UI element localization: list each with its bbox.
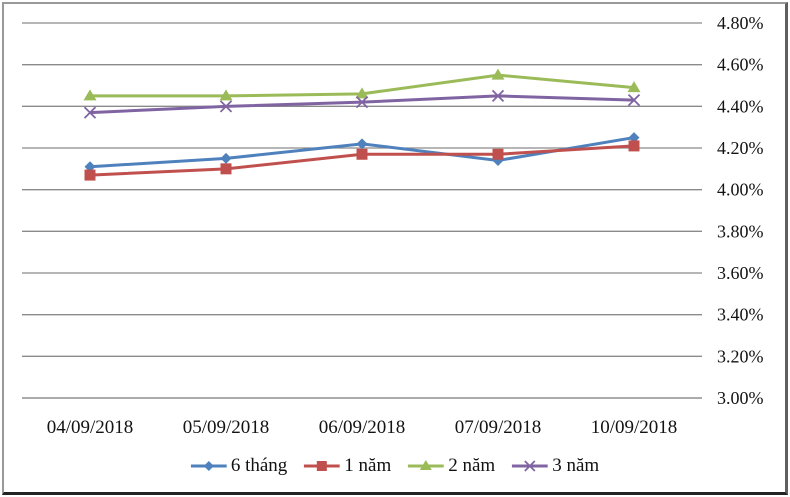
y-axis-label: 4.20%: [717, 138, 764, 158]
triangle-marker-icon: [627, 81, 641, 93]
triangle-marker-icon: [83, 89, 97, 101]
series-line-3: [89, 94, 635, 115]
diamond-marker-icon: [203, 460, 214, 471]
legend-label: 3 năm: [552, 455, 600, 476]
diamond-marker-icon: [628, 132, 640, 144]
x-axis-label: 10/09/2018: [591, 417, 678, 438]
y-axis-label: 3.60%: [717, 263, 764, 283]
legend-item-3: 3 năm: [512, 456, 599, 475]
legend-key-icon: [408, 459, 445, 470]
x-axis-label: 05/09/2018: [183, 417, 270, 438]
y-axis-label: 3.00%: [717, 388, 764, 408]
x-axis-label: 04/09/2018: [47, 417, 134, 438]
diamond-marker-icon: [220, 152, 232, 164]
chart-legend: 6 tháng 1 năm 2 năm 3 năm: [190, 455, 599, 476]
diamond-marker-icon: [84, 161, 96, 173]
legend-item-1: 1 năm: [304, 456, 391, 475]
legend-label: 6 tháng: [230, 455, 288, 476]
y-axis-label: 4.80%: [717, 13, 764, 33]
legend-key-icon: [512, 459, 549, 472]
x-marker-icon: [219, 100, 233, 113]
triangle-marker-icon: [219, 89, 233, 101]
y-axis-label: 3.20%: [717, 346, 764, 366]
y-axis-label: 3.40%: [717, 305, 764, 325]
x-marker-icon: [627, 93, 641, 107]
legend-label: 1 năm: [344, 455, 392, 476]
y-axis-label: 4.40%: [717, 96, 764, 116]
square-marker-icon: [356, 148, 368, 160]
y-axis-label: 3.80%: [717, 221, 764, 241]
legend-key-icon: [304, 460, 341, 471]
x-marker-icon: [83, 106, 97, 119]
legend-item-0: 6 tháng: [190, 455, 288, 476]
triangle-marker-icon: [355, 87, 369, 99]
square-marker-icon: [492, 148, 504, 160]
x-marker-icon: [491, 89, 505, 103]
triangle-marker-icon: [491, 68, 505, 80]
triangle-marker-icon: [420, 459, 433, 470]
legend-item-2: 2 năm: [408, 456, 495, 475]
legend-key-icon: [190, 460, 227, 471]
square-marker-icon: [220, 163, 232, 175]
x-marker-icon: [355, 96, 369, 109]
square-marker-icon: [84, 169, 96, 181]
square-marker-icon: [628, 140, 640, 152]
square-marker-icon: [317, 460, 328, 471]
x-axis-label: 06/09/2018: [319, 417, 406, 438]
legend-label: 2 năm: [448, 455, 496, 476]
diamond-marker-icon: [356, 138, 368, 150]
y-axis-label: 4.60%: [717, 55, 764, 75]
x-marker-icon: [524, 459, 536, 472]
y-axis-label: 4.00%: [717, 180, 764, 200]
x-axis-label: 07/09/2018: [455, 417, 542, 438]
